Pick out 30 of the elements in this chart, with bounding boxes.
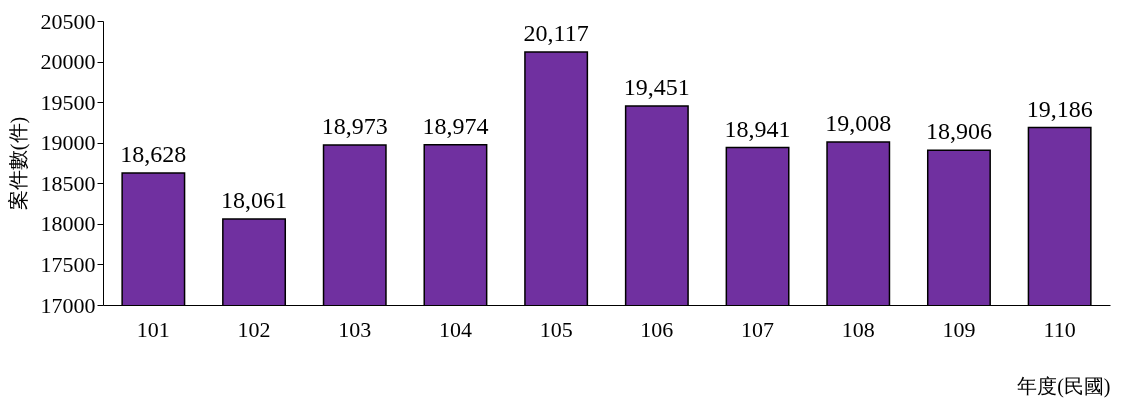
x-tick-label: 105 xyxy=(539,316,573,342)
y-tick-label: 17500 xyxy=(40,251,96,277)
x-tick-label: 103 xyxy=(338,316,372,342)
y-tick-label: 19000 xyxy=(40,130,96,156)
data-label: 18,628 xyxy=(120,140,187,167)
data-label: 18,941 xyxy=(724,115,791,142)
data-label: 19,451 xyxy=(623,74,690,101)
y-tick-label: 18500 xyxy=(40,170,96,196)
data-label: 19,186 xyxy=(1026,95,1093,122)
x-tick-label: 102 xyxy=(237,316,271,342)
y-tick-label: 18000 xyxy=(40,211,96,237)
x-tick-label: 110 xyxy=(1043,316,1076,342)
data-label: 18,906 xyxy=(925,118,992,145)
x-tick-label: 101 xyxy=(136,316,170,342)
data-label: 18,974 xyxy=(422,112,489,139)
x-tick-label: 107 xyxy=(741,316,775,342)
x-tick-label: 108 xyxy=(841,316,875,342)
y-axis-title: 案件數(件) xyxy=(6,116,30,211)
y-tick-label: 19500 xyxy=(40,89,96,115)
y-tick-label: 20000 xyxy=(40,49,96,75)
x-tick-label: 109 xyxy=(942,316,976,342)
data-label: 20,117 xyxy=(523,20,589,47)
x-axis-title: 年度(民國) xyxy=(1017,374,1111,398)
x-tick-label: 104 xyxy=(438,316,472,342)
y-tick-label: 20500 xyxy=(40,8,96,34)
data-label: 18,973 xyxy=(321,112,388,139)
y-tick-label: 17000 xyxy=(40,292,96,318)
x-tick-label: 106 xyxy=(640,316,674,342)
data-label: 18,061 xyxy=(221,186,288,213)
data-label: 19,008 xyxy=(825,110,892,137)
